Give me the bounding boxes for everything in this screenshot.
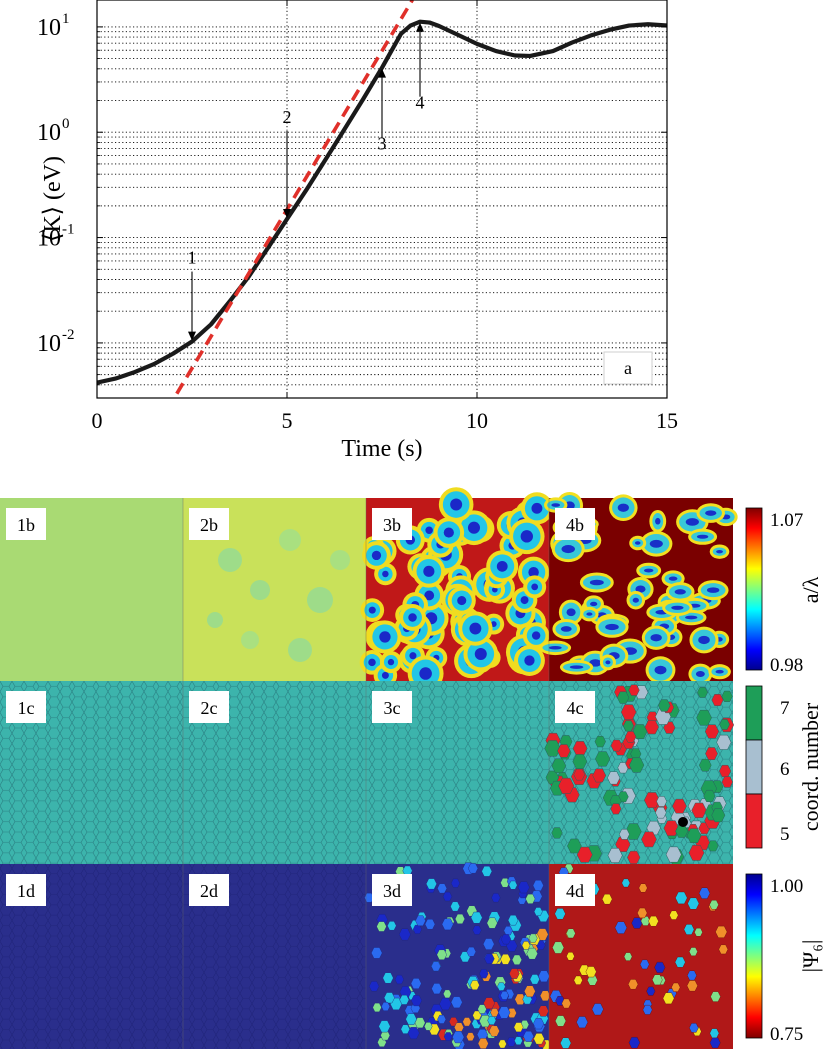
x-tick-label: 10: [466, 408, 488, 433]
panel-4d-pattern: [549, 863, 729, 1049]
y-tick-exponent: 0: [62, 116, 70, 132]
y-tick-label: 10: [37, 226, 61, 252]
svg-text:2b: 2b: [200, 515, 218, 535]
panel-label-2d: 2d: [189, 874, 229, 906]
colorbar-c-tick-5: 5: [780, 824, 790, 845]
svg-text:3: 3: [378, 134, 387, 154]
svg-text:4b: 4b: [566, 515, 584, 535]
svg-text:4c: 4c: [567, 698, 584, 718]
colorbar-b-tick-min: 0.98: [770, 655, 803, 676]
colorbar-b-label: a/λ: [798, 576, 823, 603]
panel-label-3c: 3c: [372, 691, 412, 723]
panel-label-box: a: [603, 351, 653, 385]
panel-label: a: [624, 358, 632, 378]
panel-label-4c: 4c: [555, 691, 595, 723]
series-group: [97, 0, 667, 395]
panel-4c-defects: [544, 684, 735, 865]
panel-label-1d: 1d: [6, 874, 46, 906]
svg-text:2: 2: [283, 107, 292, 127]
svg-text:1c: 1c: [18, 698, 35, 718]
y-tick-exponent: -2: [62, 327, 75, 343]
svg-text:2c: 2c: [201, 698, 218, 718]
vacancy-marker: [678, 817, 688, 827]
svg-text:4: 4: [416, 93, 425, 113]
annotation-4: 4: [416, 22, 425, 113]
annotation-3: 3: [378, 68, 387, 154]
colorbar-d: 1.00 0.75 |Ψ₆|: [745, 873, 823, 1045]
svg-text:3b: 3b: [383, 515, 401, 535]
svg-text:2d: 2d: [200, 881, 218, 901]
x-tick-label: 15: [656, 408, 678, 433]
annotations: 1 2 3 4: [188, 22, 425, 341]
panel-label-2b: 2b: [189, 508, 229, 540]
colorbar-d-tick-min: 0.75: [770, 1024, 803, 1045]
svg-text:3c: 3c: [384, 698, 401, 718]
annotation-1: 1: [188, 248, 197, 341]
colorbar-c-tick-7: 7: [780, 698, 790, 719]
svg-text:1b: 1b: [17, 515, 35, 535]
exponential-fit-line: [175, 0, 414, 395]
colorbar-b: 1.07 0.98 a/λ: [745, 507, 823, 676]
y-tick-label: 10: [37, 331, 61, 357]
panel-labels: 1b 2b 3b 4b 1c 2c 3c 4c 1d 2d 3d 4d: [6, 508, 595, 906]
snapshot-grid: 1b 2b 3b 4b 1c 2c 3c 4c 1d 2d 3d 4d 1.07 0.98 a/λ 7…: [0, 487, 823, 1049]
svg-text:1d: 1d: [17, 881, 35, 901]
colorbar-b-tick-max: 1.07: [770, 510, 803, 531]
x-tick-label: 0: [92, 408, 103, 433]
panel-label-3d: 3d: [372, 874, 412, 906]
row-d: [0, 862, 733, 1049]
colorbar-c-tick-6: 6: [780, 759, 790, 780]
panel-label-4d: 4d: [555, 874, 595, 906]
plot-area: [97, 0, 667, 398]
colorbar-d-tick-max: 1.00: [770, 876, 803, 897]
y-tick-exponent: -1: [62, 222, 75, 238]
row-b: [0, 487, 738, 692]
annotation-2: 2: [283, 107, 292, 219]
panel-3d-pattern: [364, 862, 552, 1049]
svg-text:4d: 4d: [566, 881, 584, 901]
x-tick-label: 5: [282, 408, 293, 433]
y-tick-label: 10: [37, 15, 61, 41]
y-axis-label: ⟨K⟩ (eV): [40, 156, 66, 242]
y-tick-exponent: 1: [62, 11, 70, 27]
colorbar-c-label: coord. number: [798, 702, 823, 831]
panel-2b-pattern: [207, 529, 350, 662]
colorbar-d-label: |Ψ₆|: [798, 940, 823, 973]
kinetic-energy-line: [97, 19, 667, 385]
y-tick-label: 10: [37, 120, 61, 146]
panel-label-3b: 3b: [372, 508, 412, 540]
panel-label-1b: 1b: [6, 508, 46, 540]
panel-label-2c: 2c: [189, 691, 229, 723]
colorbar-c: 7 6 5 coord. number: [745, 685, 823, 849]
panel-label-1c: 1c: [6, 691, 46, 723]
panel-label-4b: 4b: [555, 508, 595, 540]
svg-text:3d: 3d: [383, 881, 401, 901]
plot-frame: [96, 0, 668, 399]
row-c: [0, 681, 735, 865]
x-axis-label: Time (s): [341, 436, 422, 462]
svg-text:1: 1: [188, 248, 197, 268]
